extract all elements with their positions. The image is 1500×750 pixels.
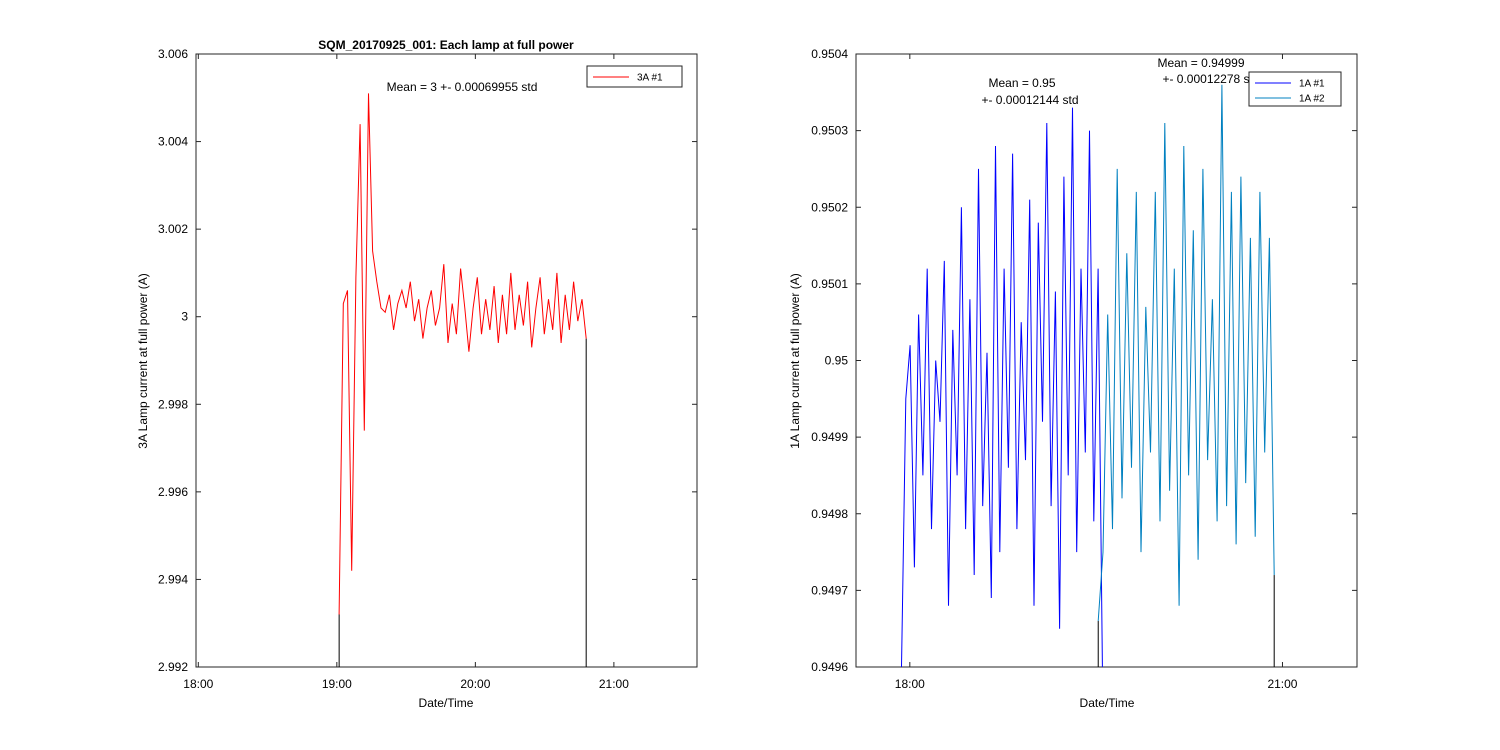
right-y-tick-label: 0.9504 <box>811 47 848 61</box>
left-y-tick-label: 3.004 <box>158 135 188 149</box>
right-y-tick-label: 0.9497 <box>811 583 848 597</box>
left-mean-annotation: Mean = 3 +- 0.00069955 std <box>387 80 538 94</box>
right-legend-label-2: 1A #2 <box>1299 94 1325 105</box>
right-y-tick-label: 0.9496 <box>811 660 848 674</box>
right-legend-box <box>1248 71 1342 107</box>
right-y-tick-label: 0.95 <box>825 354 849 368</box>
left-x-tick-label: 20:00 <box>460 677 490 691</box>
left-x-tick-label: 21:00 <box>599 677 629 691</box>
left-y-tick-label: 3 <box>181 310 188 324</box>
left-y-axis-label: 3A Lamp current at full power (A) <box>136 273 150 448</box>
right-y-tick-label: 0.9503 <box>811 124 848 138</box>
right-y-axis-label: 1A Lamp current at full power (A) <box>788 273 802 448</box>
left-axes: SQM_20170925_001: Each lamp at full powe… <box>136 38 698 710</box>
right-x-axis-label: Date/Time <box>1080 696 1135 710</box>
left-legend-label-1: 3A #1 <box>637 73 663 84</box>
right-std-annotation-1b: +- 0.00012278 std <box>1162 72 1259 86</box>
left-chart-title: SQM_20170925_001: Each lamp at full powe… <box>318 38 574 52</box>
right-x-tick-label: 18:00 <box>895 677 925 691</box>
left-x-tick-label: 19:00 <box>322 677 352 691</box>
right-legend-label-1: 1A #1 <box>1299 79 1325 90</box>
right-y-tick-label: 0.9498 <box>811 507 848 521</box>
left-series-1-line <box>338 93 587 615</box>
left-y-tick-label: 2.992 <box>158 660 188 674</box>
left-y-tick-label: 2.994 <box>158 572 188 586</box>
left-legend: 3A #1 <box>586 65 683 88</box>
right-std-annotation-1a: +- 0.00012144 std <box>981 93 1078 107</box>
right-series-2-line <box>1097 84 1275 622</box>
left-y-tick-label: 2.996 <box>158 485 188 499</box>
right-y-tick-label: 0.9502 <box>811 200 848 214</box>
right-y-tick-label: 0.9499 <box>811 430 848 444</box>
left-legend-box <box>586 65 683 88</box>
right-legend: 1A #1 1A #2 <box>1248 71 1342 107</box>
left-plot-frame <box>195 53 698 668</box>
left-y-tick-label: 3.006 <box>158 47 188 61</box>
right-x-tick-label: 21:00 <box>1267 677 1297 691</box>
right-axes: Date/Time 1A Lamp current at full power … <box>788 47 1358 710</box>
left-x-tick-label: 18:00 <box>183 677 213 691</box>
left-y-tick-label: 2.998 <box>158 397 188 411</box>
right-mean-annotation-1b: Mean = 0.94999 <box>1157 56 1244 70</box>
right-mean-annotation-1a: Mean = 0.95 <box>988 76 1055 90</box>
left-y-tick-label: 3.002 <box>158 222 188 236</box>
left-x-axis-label: Date/Time <box>419 696 474 710</box>
right-series-1-line <box>901 107 1103 668</box>
right-y-tick-label: 0.9501 <box>811 277 848 291</box>
